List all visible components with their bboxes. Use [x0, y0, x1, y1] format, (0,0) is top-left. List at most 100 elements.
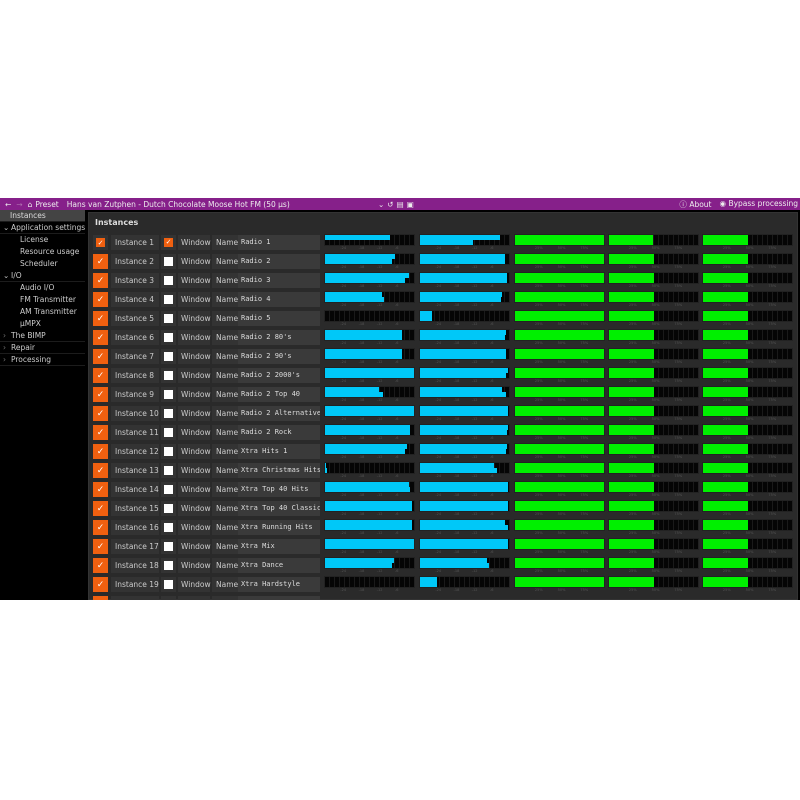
instance-name-input[interactable]: Radio 2 Top 40 — [238, 387, 320, 402]
forward-button[interactable]: → — [16, 199, 23, 209]
instance-name-input[interactable]: Radio 2 — [238, 254, 320, 269]
window-checkbox[interactable] — [164, 314, 173, 323]
window-checkbox[interactable] — [164, 504, 173, 513]
enable-checkbox[interactable]: ✓ — [93, 520, 108, 535]
sidebar-item[interactable]: Instances — [0, 210, 85, 222]
load-bar — [703, 387, 748, 397]
tick-label: -24 — [435, 493, 442, 497]
window-checkbox[interactable] — [164, 466, 173, 475]
instance-name-input[interactable]: Radio 1 — [238, 235, 320, 250]
instance-name-input[interactable]: Radio 2 80's — [238, 330, 320, 345]
window-checkbox[interactable]: ✓ — [164, 238, 173, 247]
folder-icon[interactable]: ▤ — [396, 199, 404, 209]
instance-name-input[interactable]: Radio 2 2000's — [238, 368, 320, 383]
home-button[interactable]: ⌂ Preset — [28, 200, 59, 209]
tick-label: -6 — [394, 265, 399, 269]
enable-checkbox[interactable]: ✓ — [93, 539, 108, 554]
enable-checkbox[interactable]: ✓ — [93, 387, 108, 402]
instance-name-input[interactable]: Radio 2 90's — [238, 349, 320, 364]
meter-scale: 25% 50% 75% — [608, 417, 699, 422]
enable-checkbox[interactable]: ✓ — [93, 311, 108, 326]
enable-checkbox[interactable]: ✓ — [93, 444, 108, 459]
back-button[interactable]: ← — [5, 199, 12, 209]
window-checkbox[interactable] — [164, 428, 173, 437]
sidebar-item[interactable]: › Processing — [0, 354, 85, 366]
instance-name-input[interactable]: Xtra Hits 1 — [238, 444, 320, 459]
enable-checkbox[interactable]: ✓ — [93, 235, 108, 250]
window-checkbox[interactable] — [164, 257, 173, 266]
instance-name-input[interactable]: Radio 4 — [238, 292, 320, 307]
instance-name-input[interactable]: Radio 3 — [238, 273, 320, 288]
sidebar-item[interactable]: ⌄ Application settings — [0, 222, 85, 234]
instance-name-input[interactable]: Radio 5 — [238, 311, 320, 326]
sidebar-item[interactable]: AM Transmitter — [0, 306, 85, 318]
enable-checkbox[interactable] — [93, 596, 108, 600]
enable-checkbox[interactable]: ✓ — [93, 292, 108, 307]
enable-checkbox[interactable]: ✓ — [93, 330, 108, 345]
tick-label: 75% — [674, 246, 683, 250]
instance-name-input[interactable]: Xtra Top 40 Classic — [238, 501, 320, 516]
window-checkbox[interactable] — [164, 390, 173, 399]
sidebar-item[interactable]: › Repair — [0, 342, 85, 354]
sidebar-item[interactable]: µMPX — [0, 318, 85, 330]
enable-checkbox[interactable]: ✓ — [93, 368, 108, 383]
enable-checkbox[interactable]: ✓ — [93, 558, 108, 573]
sidebar-item[interactable]: FM Transmitter — [0, 294, 85, 306]
tick-label: -18 — [453, 303, 460, 307]
window-checkbox[interactable] — [164, 485, 173, 494]
bypass-button[interactable]: ◉ Bypass processing — [720, 199, 799, 210]
sidebar-item[interactable]: Audio I/O — [0, 282, 85, 294]
window-checkbox[interactable] — [164, 371, 173, 380]
enable-checkbox[interactable]: ✓ — [93, 406, 108, 421]
window-checkbox[interactable] — [164, 295, 173, 304]
window-checkbox[interactable] — [164, 561, 173, 570]
window-checkbox[interactable] — [164, 447, 173, 456]
window-checkbox[interactable] — [164, 580, 173, 589]
enable-checkbox[interactable]: ✓ — [93, 273, 108, 288]
sidebar-item[interactable]: Scheduler — [0, 258, 85, 270]
instance-name-input[interactable]: Xtra Christmas Hits — [238, 463, 320, 478]
tick-label: -12 — [471, 265, 478, 269]
tick-label: 50% — [557, 474, 566, 478]
load-meter: 25% 50% 75% — [608, 405, 699, 422]
save-icon[interactable]: ▣ — [406, 199, 414, 209]
window-checkbox[interactable] — [164, 542, 173, 551]
tick-label: 75% — [580, 588, 589, 592]
about-button[interactable]: ⓘ About — [679, 199, 711, 210]
window-checkbox[interactable] — [164, 352, 173, 361]
sidebar-item[interactable]: ⌄ I/O — [0, 270, 85, 282]
load-bar — [515, 368, 604, 378]
meter-scale: 25% 50% 75% — [702, 417, 793, 422]
sidebar-item[interactable]: Resource usage — [0, 246, 85, 258]
instance-name-input[interactable]: Radio 2 Alternative — [238, 406, 320, 421]
enable-checkbox[interactable]: ✓ — [93, 349, 108, 364]
enable-checkbox[interactable]: ✓ — [93, 501, 108, 516]
tick-label: 75% — [580, 303, 589, 307]
meter-scale: 25% 50% 75% — [702, 512, 793, 517]
enable-checkbox[interactable]: ✓ — [93, 482, 108, 497]
undo-icon[interactable]: ↺ — [387, 199, 394, 209]
sidebar-item[interactable]: License — [0, 234, 85, 246]
instance-name-input[interactable]: Xtra Top 40 Hits — [238, 482, 320, 497]
enable-checkbox[interactable]: ✓ — [93, 463, 108, 478]
instance-name-input[interactable] — [238, 596, 320, 600]
instance-name-input[interactable]: Radio 2 Rock — [238, 425, 320, 440]
enable-checkbox[interactable]: ✓ — [93, 577, 108, 592]
window-checkbox[interactable] — [164, 523, 173, 532]
tick-label: -18 — [358, 284, 365, 288]
window-checkbox[interactable] — [164, 333, 173, 342]
chevron-down-icon[interactable]: ⌄ — [378, 199, 385, 209]
window-checkbox[interactable] — [164, 409, 173, 418]
instance-name-input[interactable]: Xtra Running Hits — [238, 520, 320, 535]
window-checkbox[interactable] — [164, 276, 173, 285]
input-level-meter: -24 -18 -12 -6 — [324, 576, 415, 593]
sidebar-item[interactable]: › The BIMP — [0, 330, 85, 342]
enable-checkbox[interactable]: ✓ — [93, 254, 108, 269]
enable-checkbox[interactable]: ✓ — [93, 425, 108, 440]
instance-name-input[interactable]: Xtra Hardstyle — [238, 577, 320, 592]
tick-label: -24 — [340, 322, 347, 326]
preset-title[interactable]: Hans van Zutphen - Dutch Chocolate Moose… — [66, 199, 290, 209]
instance-name-input[interactable]: Xtra Dance — [238, 558, 320, 573]
instance-label: Instance 8 — [111, 368, 159, 383]
instance-name-input[interactable]: Xtra Mix — [238, 539, 320, 554]
